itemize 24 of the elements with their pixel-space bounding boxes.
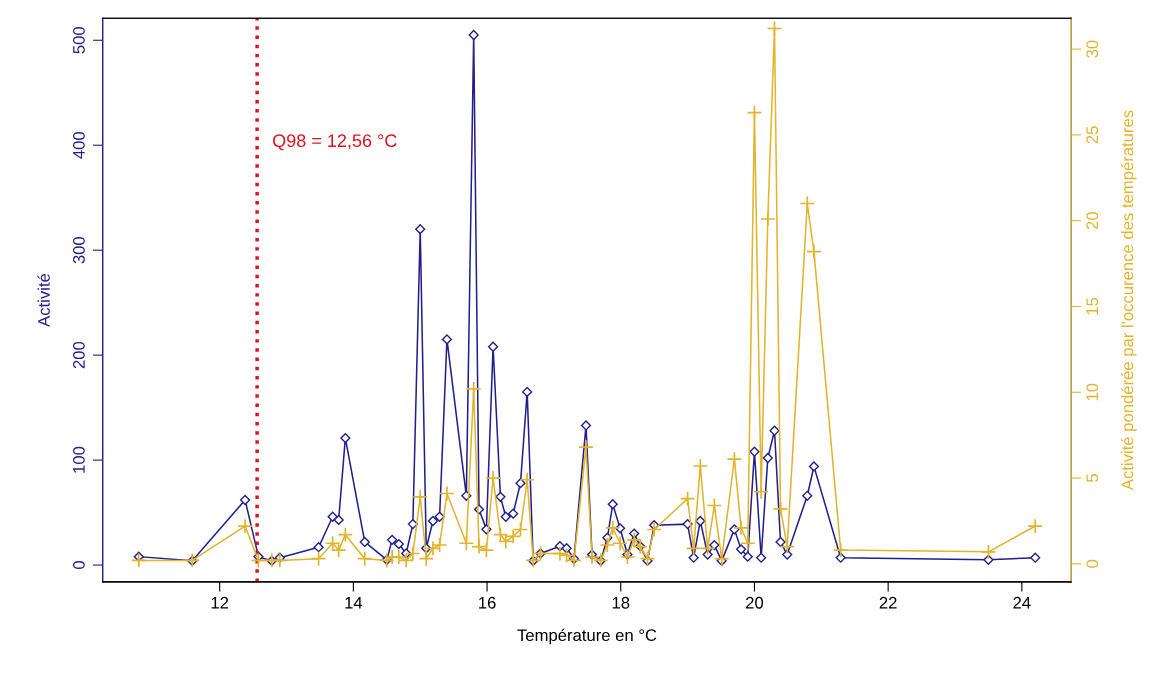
y-tick-label: 500 (73, 27, 85, 54)
y2-tick-label: 30 (1086, 40, 1099, 58)
x-tick-label: 14 (345, 597, 363, 609)
y2-tick-label: 25 (1086, 126, 1099, 144)
y-tick-label: 400 (73, 131, 85, 159)
y-axis-title: Activité (37, 273, 50, 327)
y-tick-label: 200 (73, 341, 85, 369)
x-axis-title: Température en °C (517, 628, 657, 645)
x-tick-label: 18 (612, 596, 630, 609)
x-tick-label: 24 (1013, 596, 1031, 609)
x-tick-label: 16 (479, 596, 496, 609)
x-tick-label: 20 (746, 596, 764, 609)
y2-tick-label: 20 (1086, 212, 1099, 230)
y-tick-label: 100 (73, 446, 85, 473)
y2-tick-label: 5 (1086, 474, 1099, 483)
y-tick-label: 0 (73, 561, 85, 570)
y2-tick-label: 10 (1086, 383, 1099, 401)
ref-line-label: Q98 = 12,56 °C (273, 134, 397, 151)
x-tick-label: 12 (211, 596, 229, 609)
y2-tick-label: 15 (1086, 297, 1099, 315)
y2-tick-label: 0 (1086, 559, 1099, 568)
x-tick-label: 22 (879, 596, 897, 609)
y-tick-label: 300 (73, 236, 85, 264)
y2-axis-title: Activité pondérée par l'occurence des températures (1120, 110, 1137, 491)
